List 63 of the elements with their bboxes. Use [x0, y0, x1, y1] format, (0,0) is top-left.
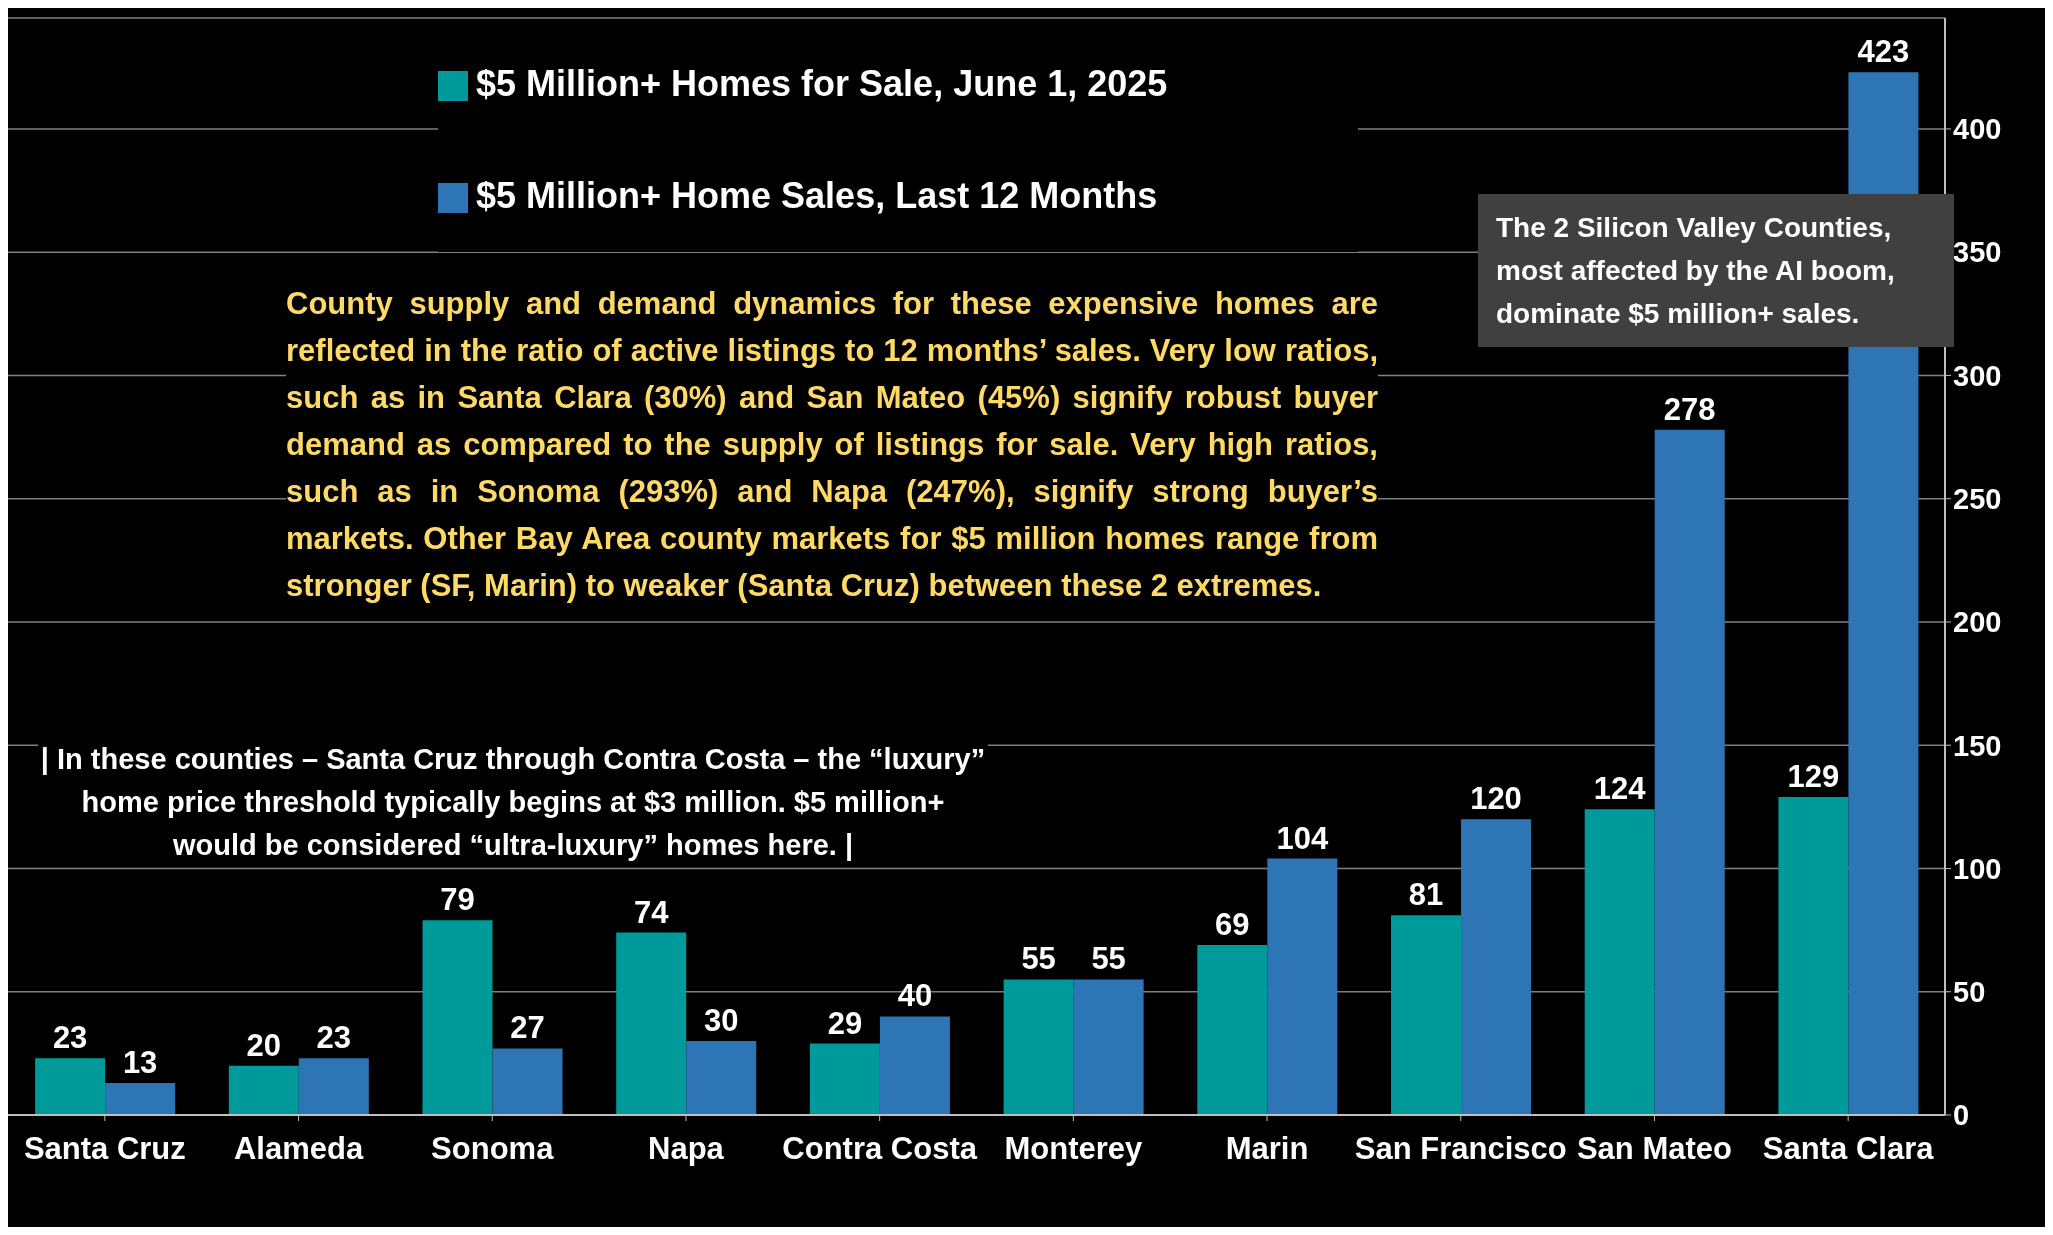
y-tick-label: 0: [1953, 1099, 1970, 1132]
bar: [422, 920, 493, 1115]
data-label: 23: [52, 1020, 88, 1056]
x-tick-label: Santa Clara: [1762, 1131, 1935, 1167]
data-label: 30: [703, 1003, 739, 1039]
x-tick-label: Marin: [1225, 1131, 1309, 1167]
y-tick-label: 100: [1953, 852, 2002, 885]
x-tick-label: Alameda: [233, 1131, 364, 1167]
bar: [1584, 809, 1655, 1115]
bar: [1073, 979, 1144, 1115]
x-tick-label: San Francisco: [1354, 1131, 1567, 1167]
data-label: 278: [1663, 391, 1716, 427]
annotation: The 2 Silicon Valley Counties, most affected by the AI boom, dominate $5 million+ sales.: [1478, 194, 1954, 347]
data-label: 120: [1470, 781, 1522, 817]
bar: [1267, 858, 1338, 1115]
bar: [492, 1048, 563, 1115]
x-tick-label: Monterey: [1004, 1131, 1144, 1167]
x-tick-label: San Mateo: [1576, 1131, 1732, 1167]
data-label: 13: [122, 1044, 158, 1080]
data-label: 55: [1021, 941, 1056, 977]
data-label: 40: [897, 978, 933, 1014]
y-tick-label: 350: [1953, 236, 2002, 269]
y-tick-label: 150: [1953, 729, 2002, 762]
data-label: 124: [1593, 771, 1647, 807]
x-tick-label: Sonoma: [431, 1131, 555, 1167]
bar: [809, 1043, 880, 1115]
data-label: 81: [1408, 877, 1444, 913]
bar: [1654, 429, 1725, 1115]
y-tick-label: 250: [1953, 483, 2002, 515]
annotation: County supply and demand dynamics for these expensive homes are reflected in the ratio of active listings to 12 months’ sales. Very low ratios, such as in Santa Clara (30%) and San Mateo (45%) signify robust buyer demand as compared to the supply of listings for sale. Very high ratios, such as in Sonoma (293%) and Napa (247%), signify strong buyer’s markets. Other Bay Area county markets for $5 million homes range from stronger (SF, Marin) to weaker (Santa Cruz) between these 2 extremes.: [286, 280, 1378, 609]
bar: [1778, 796, 1849, 1115]
bar: [105, 1082, 176, 1115]
bar: [686, 1041, 757, 1115]
bar: [879, 1016, 950, 1115]
bar: [1391, 915, 1462, 1115]
data-label: 20: [246, 1027, 282, 1063]
data-label: 27: [510, 1010, 545, 1046]
bar: [1461, 819, 1532, 1115]
bar: [298, 1058, 369, 1115]
legend-label: $5 Million+ Home Sales, Last 12 Months: [476, 175, 1158, 216]
x-tick-label: Napa: [648, 1131, 725, 1167]
x-tick-label: Contra Costa: [782, 1131, 978, 1167]
annotation: | In these counties – Santa Cruz through Contra Costa – the “luxury” home price threshold typically begins at $3 million. $5 million+ would be considered “ultra-luxury” homes here. |: [38, 738, 988, 867]
bar: [228, 1065, 299, 1115]
x-tick-label: Santa Cruz: [23, 1131, 186, 1167]
data-label: 104: [1276, 820, 1329, 856]
y-tick-label: 50: [1953, 976, 1986, 1009]
data-label: 423: [1857, 34, 1910, 70]
bar: [1197, 944, 1268, 1115]
data-label: 55: [1091, 941, 1126, 977]
data-label: 74: [633, 894, 670, 930]
bar: [35, 1058, 106, 1115]
data-label: 23: [316, 1020, 352, 1056]
bar: [1003, 979, 1074, 1115]
y-tick-label: 200: [1953, 606, 2002, 639]
bar: [616, 932, 687, 1115]
data-label: 29: [827, 1005, 863, 1041]
data-label: 79: [440, 882, 475, 918]
data-label: 69: [1215, 906, 1250, 942]
data-label: 129: [1787, 758, 1840, 794]
legend-label: $5 Million+ Homes for Sale, June 1, 2025: [476, 63, 1168, 104]
y-tick-label: 400: [1953, 113, 2002, 146]
y-tick-label: 300: [1953, 359, 2002, 392]
